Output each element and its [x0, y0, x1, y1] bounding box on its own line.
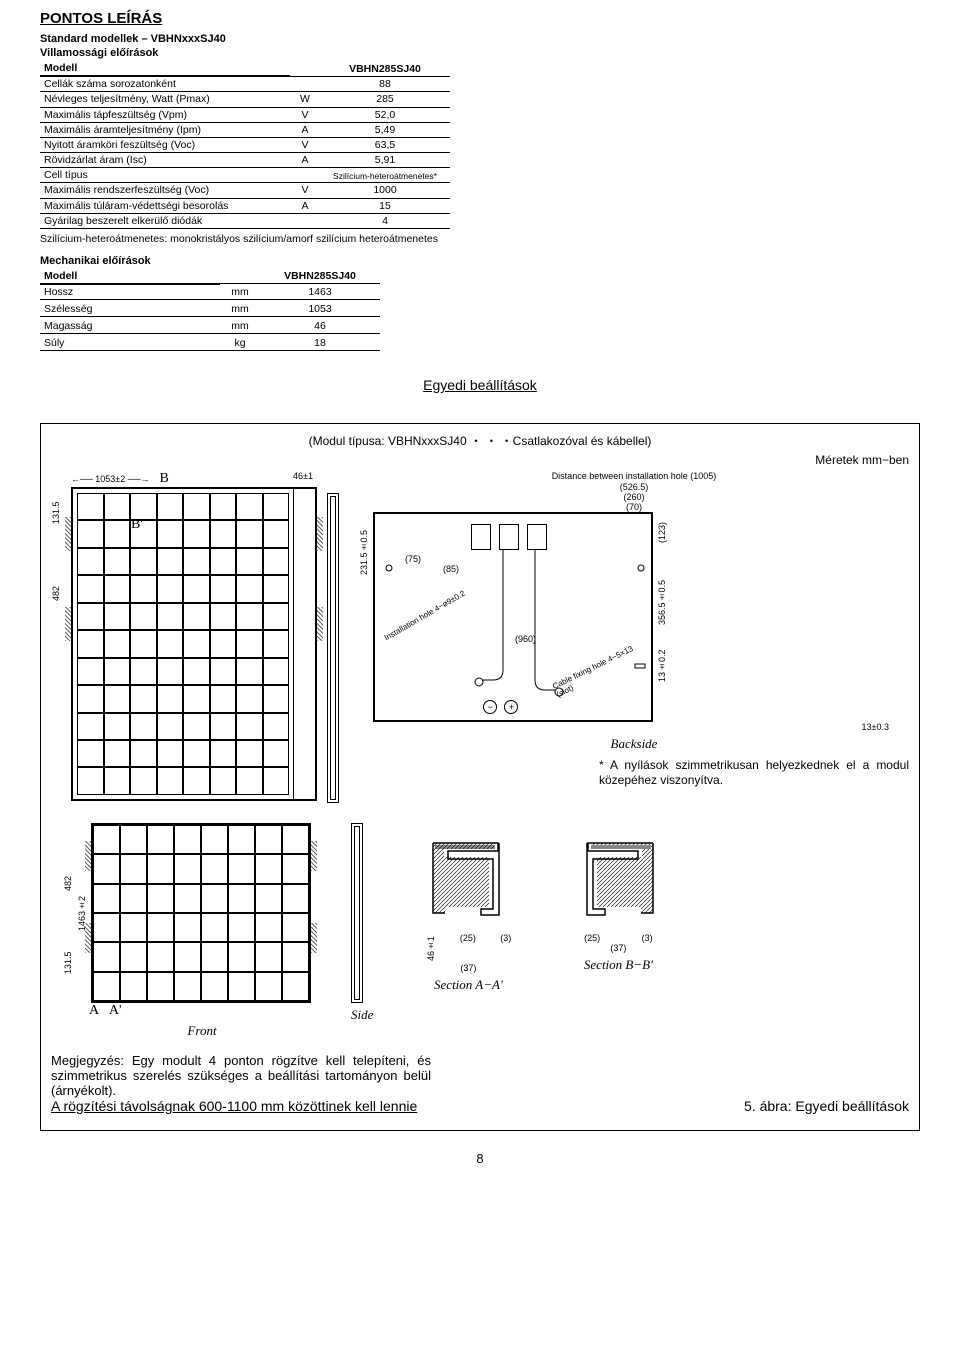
- elec-header-value: VBHN285SJ40: [320, 61, 450, 76]
- page-number: 8: [40, 1151, 920, 1166]
- elec-heading2: Villamossági előírások: [40, 47, 920, 59]
- table-row: Nyitott áramköri feszültség (Voc)V63,5: [40, 137, 450, 152]
- mech-heading: Mechanikai előírások: [40, 255, 920, 267]
- dim-mid: 482: [51, 533, 61, 653]
- front-label: Front: [63, 1023, 311, 1039]
- note-right: * A nyílások szimmetrikusan helyezkednek…: [599, 758, 909, 789]
- table-row: Cellák száma sorozatonként88: [40, 76, 450, 92]
- front-panel-drawing: ←── 1053±2 ──→ B 46±1 B': [71, 471, 317, 801]
- table-row: Cell típusSzilícium-heteroátmenetes*: [40, 168, 450, 183]
- dim-width: ←── 1053±2 ──→ B: [71, 471, 271, 487]
- drawing-title: Egyedi beállítások: [40, 377, 920, 393]
- minus-terminal: −: [483, 700, 497, 714]
- table-row: Névleges teljesítmény, Watt (Pmax)W285: [40, 92, 450, 107]
- page-title: PONTOS LEÍRÁS: [40, 10, 920, 27]
- drawing-subtitle: (Modul típusa: VBHNxxxSJ40 ・ ・ ・Csatlako…: [51, 432, 909, 449]
- backside-drawing: (75) (85) (960) Installation hole 4−ø9±0…: [373, 512, 653, 722]
- table-row: Magasságmm46: [40, 319, 380, 334]
- mechanical-spec-table: Modell VBHN285SJ40 Hosszmm1463 Szélesség…: [40, 269, 380, 351]
- units-label: Méretek mm−ben: [51, 453, 909, 467]
- note-bottom2: A rögzítési távolságnak 600-1100 mm közö…: [51, 1098, 431, 1114]
- dim-thickness: 46±1: [289, 471, 317, 487]
- back-dim-231: 231.5±0.5: [359, 512, 369, 592]
- table-row: Hosszmm1463: [40, 284, 380, 300]
- table-row: Rövidzárlat áram (Isc)A5,91: [40, 153, 450, 168]
- back-dim-hole-dist: Distance between installation hole (1005…: [359, 471, 909, 481]
- front-bottom-grid: [91, 823, 311, 1003]
- section-b: (25) (3) (37) Section B−B': [563, 823, 673, 1039]
- table-row: Szélességmm1053: [40, 302, 380, 317]
- label-Bprime: B': [131, 517, 143, 533]
- electrical-spec-table: Modell VBHN285SJ40 Cellák száma sorozato…: [40, 61, 450, 229]
- elec-header-label: Modell: [40, 61, 290, 76]
- profile-a-svg: [413, 823, 523, 933]
- note-bottom: Megjegyzés: Egy modult 4 ponton rögzítve…: [51, 1053, 431, 1098]
- elec-heading1: Standard modellek – VBHNxxxSJ40: [40, 33, 920, 45]
- sections-row: 482 131.5 1463±2 A A' Front: [51, 823, 909, 1039]
- mech-header-label: Modell: [40, 269, 220, 284]
- section-a: 46±1 (25) (3) (37) Section A−A': [413, 823, 523, 1039]
- table-row: Maximális túláram-védettségi besorolásA1…: [40, 198, 450, 213]
- mech-header-value: VBHN285SJ40: [260, 269, 380, 284]
- dim-top-offset: 131.5: [51, 493, 61, 533]
- side-rail-drawing: [327, 471, 339, 803]
- table-row: Súlykg18: [40, 336, 380, 351]
- backside-label: Backside: [359, 736, 909, 752]
- elec-footnote: Szilícium-heteroátmenetes: monokristályo…: [40, 233, 600, 245]
- table-row: Gyárilag beszerelt elkerülő diódák4: [40, 213, 450, 228]
- profile-b-svg: [563, 823, 673, 933]
- table-row: Maximális tápfeszültség (Vpm)V52,0: [40, 107, 450, 122]
- table-row: Maximális áramteljesítmény (Ipm)A5,49: [40, 122, 450, 137]
- plus-terminal: +: [504, 700, 518, 714]
- drawing-container: (Modul típusa: VBHNxxxSJ40 ・ ・ ・Csatlako…: [40, 423, 920, 1131]
- table-row: Maximális rendszerfeszültség (Voc)V1000: [40, 183, 450, 198]
- side-view: Side: [351, 823, 373, 1039]
- figure-caption: 5. ábra: Egyedi beállítások: [744, 1098, 909, 1114]
